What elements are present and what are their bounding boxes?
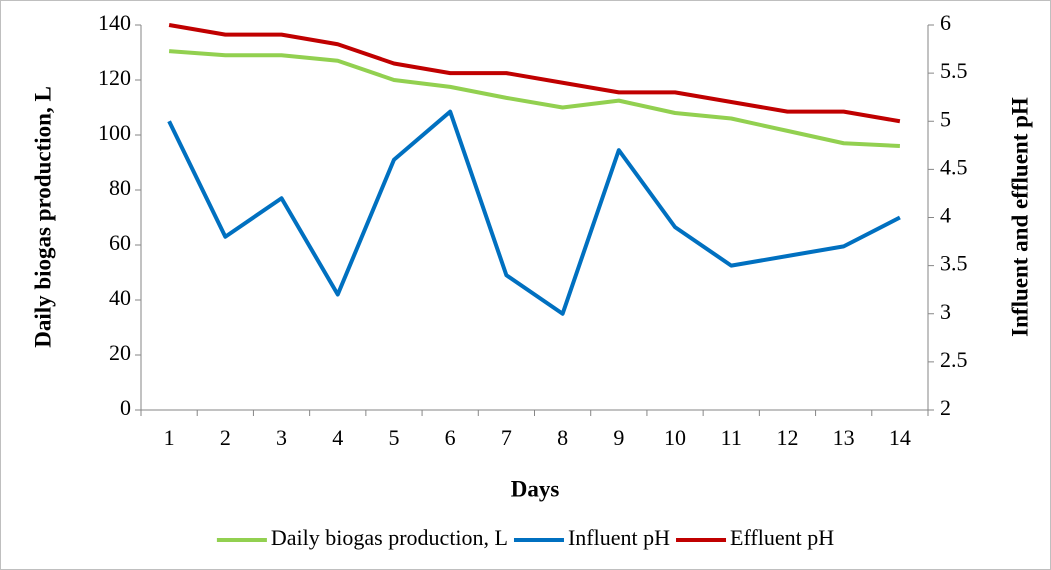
series-line: [168, 23, 901, 124]
x-axis-title: Days: [511, 476, 560, 501]
y-tick-label: 120: [98, 65, 131, 90]
y2-axis-title: Influent and effluent pH: [1007, 97, 1032, 337]
x-tick-label: 10: [664, 425, 686, 450]
x-tick-label: 5: [388, 425, 399, 450]
legend-label: Effluent pH: [730, 525, 834, 550]
x-tick-label: 4: [332, 425, 343, 450]
x-tick-label: 6: [445, 425, 456, 450]
y-axis-title: Daily biogas production, L: [30, 86, 55, 348]
y2-tick-label: 5: [940, 106, 951, 131]
series-line: [168, 49, 900, 148]
y-tick-label: 40: [109, 285, 131, 310]
y-tick-label: 140: [98, 10, 131, 35]
y2-tick-label: 4.5: [940, 154, 968, 179]
x-tick-label: 13: [833, 425, 855, 450]
y-tick-label: 100: [98, 120, 131, 145]
x-tick-label: 1: [164, 425, 175, 450]
y-tick-label: 80: [109, 175, 131, 200]
legend-label: Daily biogas production, L: [271, 525, 508, 550]
x-tick-label: 8: [557, 425, 568, 450]
x-tick-label: 7: [501, 425, 512, 450]
x-tick-label: 9: [613, 425, 624, 450]
y2-tick-label: 6: [940, 10, 951, 35]
x-tick-label: 11: [721, 425, 742, 450]
y2-tick-label: 4: [940, 203, 951, 228]
y2-tick-label: 5.5: [940, 58, 968, 83]
y2-tick-label: 2.5: [940, 347, 968, 372]
legend-label: Influent pH: [568, 525, 670, 550]
x-tick-label: 2: [220, 425, 231, 450]
y2-tick-label: 2: [940, 395, 951, 420]
y2-tick-label: 3.5: [940, 251, 968, 276]
y-tick-label: 60: [109, 230, 131, 255]
x-tick-label: 14: [889, 425, 911, 450]
x-tick-label: 3: [276, 425, 287, 450]
x-tick-label: 12: [776, 425, 798, 450]
series-line: [167, 109, 901, 316]
y2-tick-label: 3: [940, 299, 951, 324]
y-tick-label: 0: [120, 395, 131, 420]
y-tick-label: 20: [109, 340, 131, 365]
